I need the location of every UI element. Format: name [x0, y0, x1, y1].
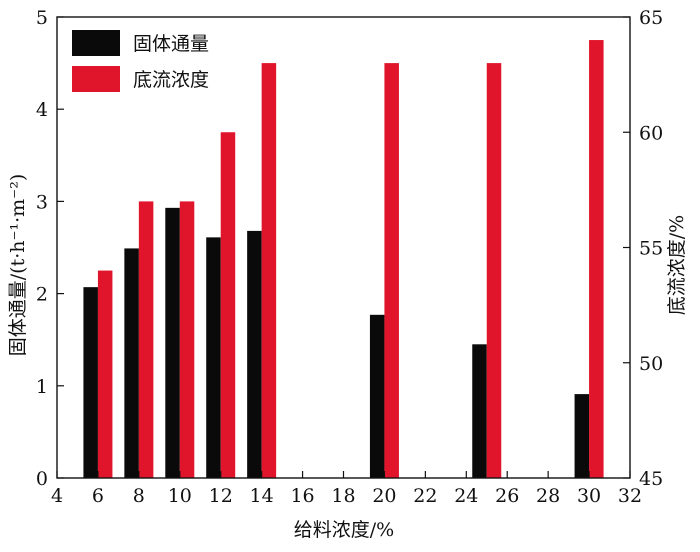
y-axis-left-title: 固体通量/(t·h⁻¹·m⁻²) [7, 174, 29, 357]
underflow-bar-14 [261, 63, 277, 478]
x-tick-label-26: 26 [495, 485, 519, 507]
y-left-tick-label-4: 4 [36, 99, 48, 121]
x-tick-label-8: 8 [133, 485, 145, 507]
x-tick-label-6: 6 [92, 485, 104, 507]
x-tick-label-30: 30 [577, 485, 601, 507]
x-tick-label-20: 20 [372, 485, 396, 507]
x-axis-title: 给料浓度/% [294, 519, 394, 541]
underflow-bar-10 [179, 201, 195, 478]
y-right-tick-label-50: 50 [639, 353, 663, 375]
legend-label-underflow: 底流浓度 [133, 69, 209, 91]
legend-swatch-flux [72, 30, 120, 56]
y-left-tick-label-0: 0 [36, 468, 48, 490]
ticks-layer: 4 6 8 10 12 14 16 18 20 22 24 26 28 30 320123454550556… [36, 7, 663, 507]
underflow-bar-25 [486, 63, 502, 478]
flux-bar-30 [574, 394, 590, 478]
flux-bar-25 [472, 344, 487, 478]
y-right-tick-label-65: 65 [639, 7, 663, 29]
flux-bar-6 [83, 287, 98, 478]
legend-label-flux: 固体通量 [133, 33, 209, 55]
x-tick-label-18: 18 [331, 485, 355, 507]
x-tick-label-22: 22 [413, 485, 437, 507]
underflow-bar-6 [97, 270, 113, 478]
x-tick-label-16: 16 [290, 485, 314, 507]
underflow-bar-30 [589, 40, 604, 479]
y-left-tick-label-2: 2 [36, 284, 48, 306]
y-right-tick-label-55: 55 [639, 238, 663, 260]
bars-layer [83, 40, 604, 479]
flux-bar-14 [247, 230, 262, 478]
y-axis-right-title: 底流浓度/% [666, 215, 688, 315]
legend-swatch-underflow [72, 66, 120, 92]
underflow-bar-12 [220, 132, 236, 478]
flux-bar-20 [369, 314, 385, 478]
y-right-tick-label-45: 45 [639, 468, 663, 490]
flux-bar-8 [124, 248, 139, 478]
y-right-tick-label-60: 60 [639, 122, 663, 144]
y-left-tick-label-5: 5 [36, 7, 48, 29]
x-tick-label-4: 4 [51, 485, 63, 507]
flux-bar-10 [165, 207, 180, 478]
y-left-tick-label-3: 3 [36, 191, 48, 213]
flux-bar-12 [206, 237, 221, 478]
x-tick-label-24: 24 [454, 485, 478, 507]
x-tick-label-32: 32 [618, 485, 642, 507]
x-tick-label-14: 14 [250, 485, 274, 507]
x-tick-label-12: 12 [209, 485, 233, 507]
x-tick-label-28: 28 [536, 485, 560, 507]
y-left-tick-label-1: 1 [36, 376, 48, 398]
x-tick-label-10: 10 [168, 485, 192, 507]
underflow-bar-8 [138, 201, 154, 478]
underflow-bar-20 [384, 63, 399, 478]
